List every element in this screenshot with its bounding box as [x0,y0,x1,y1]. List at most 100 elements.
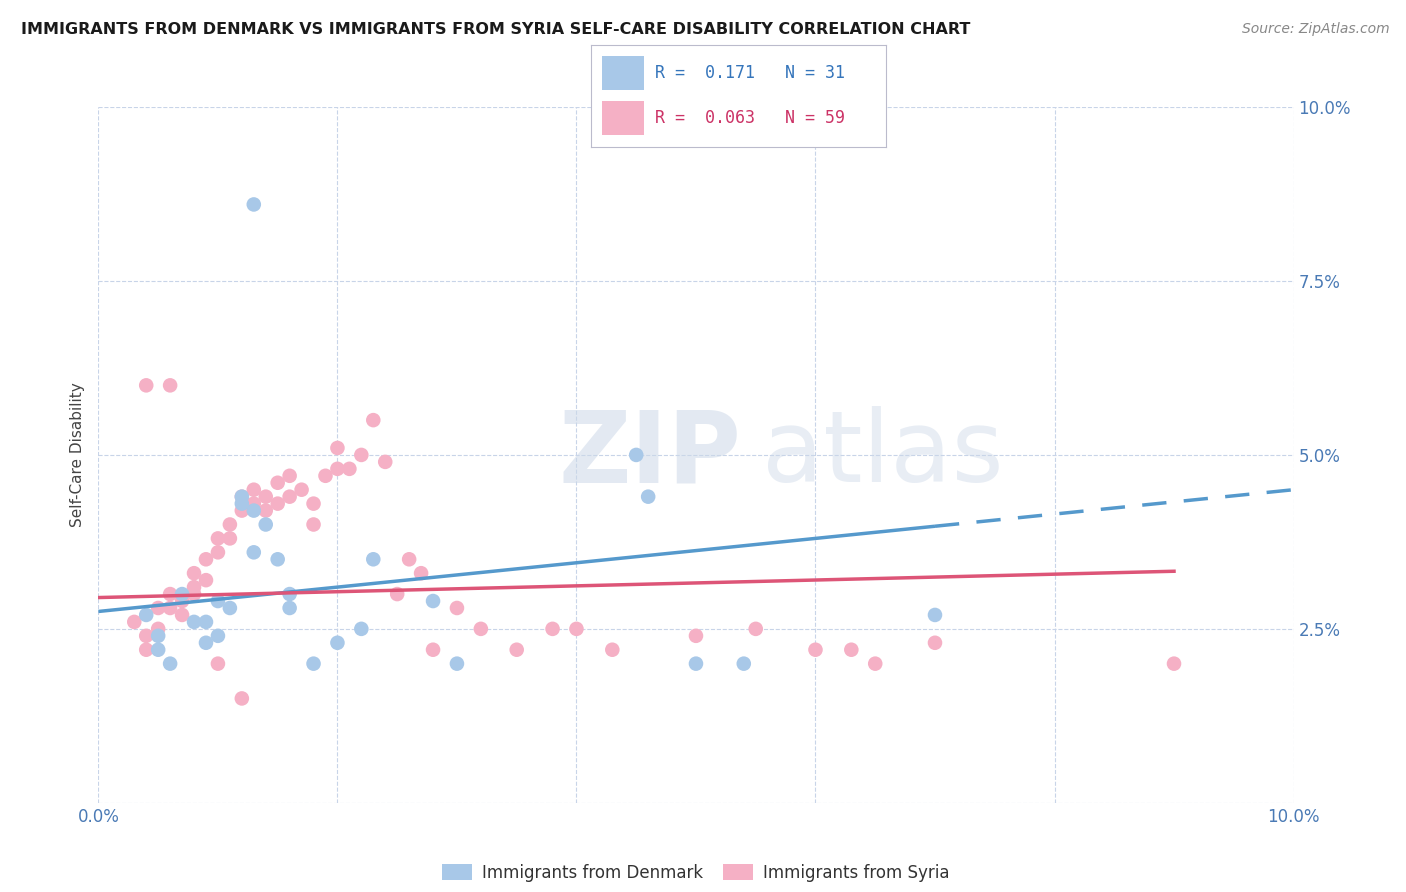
Point [254,490,277,504]
Point [446,601,468,615]
Point [231,497,253,511]
Point [350,622,373,636]
Point [195,636,218,650]
Point [195,573,218,587]
Point [291,483,314,497]
Point [326,441,349,455]
Point [685,629,707,643]
Point [207,545,229,559]
Point [207,532,229,546]
Point [422,594,444,608]
Point [183,566,205,581]
Point [183,587,205,601]
Point [195,615,218,629]
Point [924,636,946,650]
Point [243,503,266,517]
Point [219,601,242,615]
Point [745,622,768,636]
Point [565,622,588,636]
Point [148,622,170,636]
Point [637,490,659,504]
Point [267,552,290,566]
Point [172,594,194,608]
Point [374,455,396,469]
Point [135,629,157,643]
Legend: Immigrants from Denmark, Immigrants from Syria: Immigrants from Denmark, Immigrants from… [436,857,956,888]
Point [350,448,373,462]
Bar [602,56,644,90]
Point [278,490,301,504]
Text: IMMIGRANTS FROM DENMARK VS IMMIGRANTS FROM SYRIA SELF-CARE DISABILITY CORRELATIO: IMMIGRANTS FROM DENMARK VS IMMIGRANTS FR… [21,22,970,37]
Point [326,462,349,476]
Point [841,642,863,657]
Point [411,566,433,581]
Point [865,657,887,671]
Point [326,636,349,650]
Point [506,642,529,657]
Point [470,622,492,636]
Point [135,378,157,392]
Point [159,601,181,615]
Point [148,642,170,657]
Point [254,503,277,517]
Point [278,468,301,483]
Point [385,587,409,601]
Point [231,490,253,504]
Point [398,552,420,566]
Point [626,448,648,462]
Point [302,497,325,511]
Point [278,587,301,601]
Point [172,607,194,622]
Point [254,517,277,532]
Text: Source: ZipAtlas.com: Source: ZipAtlas.com [1241,22,1389,37]
Point [243,483,266,497]
Point [219,517,242,532]
Text: atlas: atlas [762,407,1004,503]
Point [183,580,205,594]
Point [231,490,253,504]
Point [302,657,325,671]
Point [267,475,290,490]
Point [207,629,229,643]
Point [804,642,827,657]
Point [148,601,170,615]
Point [924,607,946,622]
Point [207,594,229,608]
Point [446,657,468,671]
Point [159,378,181,392]
Point [363,413,385,427]
Point [159,587,181,601]
Bar [602,101,644,135]
Point [267,497,290,511]
Point [278,601,301,615]
Point [159,657,181,671]
Point [183,615,205,629]
Point [685,657,707,671]
Point [339,462,360,476]
Point [207,657,229,671]
Point [172,587,194,601]
Point [135,607,157,622]
Point [243,545,266,559]
Point [363,552,385,566]
Point [231,691,253,706]
Text: R =  0.171   N = 31: R = 0.171 N = 31 [655,64,845,82]
Point [733,657,755,671]
Point [219,532,242,546]
Point [315,468,337,483]
Text: ZIP: ZIP [558,407,741,503]
Point [231,503,253,517]
Point [243,197,266,211]
Point [422,642,444,657]
Y-axis label: Self-Care Disability: Self-Care Disability [70,383,86,527]
Point [135,642,157,657]
Point [302,517,325,532]
Point [243,497,266,511]
Point [124,615,146,629]
Point [148,629,170,643]
Text: R =  0.063   N = 59: R = 0.063 N = 59 [655,109,845,127]
Point [602,642,624,657]
Point [1163,657,1185,671]
Point [541,622,564,636]
Point [195,552,218,566]
